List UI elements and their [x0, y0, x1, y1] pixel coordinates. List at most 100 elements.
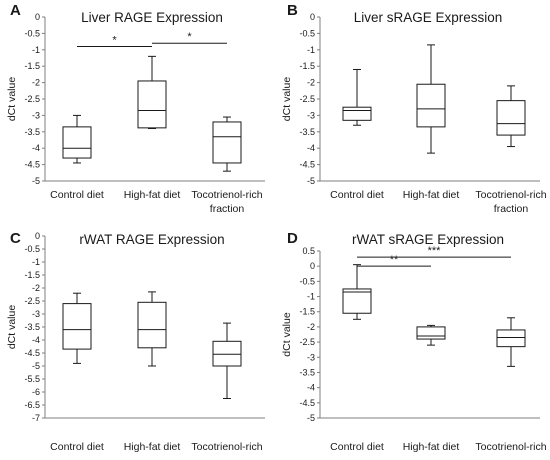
significance-marker: **: [390, 254, 399, 266]
y-tick-label: -1.5: [299, 61, 315, 71]
x-category-label: Control diet: [330, 441, 384, 453]
box-iqr: [342, 288, 372, 314]
panel-title: Liver sRAGE Expression: [354, 10, 503, 25]
y-tick-label: 0.5: [302, 246, 315, 256]
box-3: [212, 322, 242, 399]
y-tick-label: -2.5: [299, 94, 315, 104]
y-tick-label: -2.5: [24, 94, 40, 104]
box-iqr: [496, 100, 526, 136]
y-axis-label: dCt value: [6, 77, 18, 122]
y-tick-label: -2: [32, 283, 40, 293]
y-tick-label: -4: [32, 143, 40, 153]
significance-marker: ***: [428, 245, 442, 257]
y-tick-label: -7: [32, 413, 40, 423]
x-category-label: High-fat diet: [124, 441, 181, 453]
y-tick-label: -1.5: [24, 270, 40, 280]
box-iqr: [416, 83, 446, 128]
panel-letter: A: [10, 2, 21, 19]
box-iqr: [496, 329, 526, 348]
x-category-label: High-fat diet: [403, 441, 460, 453]
panel-title: rWAT RAGE Expression: [79, 232, 224, 247]
y-tick-label: -3: [32, 309, 40, 319]
box-1: [342, 264, 372, 320]
box-iqr: [212, 121, 242, 164]
panel-letter: C: [10, 230, 21, 247]
y-axis-label: dCt value: [281, 312, 293, 357]
y-tick-label: -4.5: [299, 160, 315, 170]
y-tick-label: -3.5: [24, 322, 40, 332]
box-3: [496, 317, 526, 367]
y-tick-label: -3.5: [24, 127, 40, 137]
y-tick-label: -5.5: [24, 374, 40, 384]
box-2: [416, 44, 446, 154]
y-tick-label: -2.5: [299, 337, 315, 347]
box-iqr: [62, 303, 92, 350]
box-iqr: [137, 80, 167, 129]
y-tick-label: -2.5: [24, 296, 40, 306]
box-1: [62, 292, 92, 364]
y-tick-label: -4: [307, 383, 315, 393]
y-tick-label: -3: [307, 352, 315, 362]
x-category-label: Control diet: [50, 189, 104, 201]
panel-letter: B: [287, 2, 298, 19]
y-tick-label: -5: [307, 413, 315, 423]
panel-b: B Liver sRAGE Expression dCt value 0 -0.5 -1 -…: [281, 2, 547, 215]
y-tick-label: -1.5: [299, 307, 315, 317]
x-category-label: High-fat diet: [403, 189, 460, 201]
box-iqr: [137, 301, 167, 349]
y-tick-label: -0.5: [24, 244, 40, 254]
y-tick-label: -1: [307, 45, 315, 55]
box-iqr: [342, 106, 372, 121]
y-tick-label: -4.5: [24, 348, 40, 358]
y-tick-label: -3.5: [299, 127, 315, 137]
x-category-label: High-fat diet: [124, 189, 181, 201]
box-3: [212, 116, 242, 172]
y-tick-label: -4: [32, 335, 40, 345]
panel-letter: D: [287, 230, 298, 247]
box-2: [416, 324, 446, 346]
box-3: [496, 85, 526, 148]
y-tick-label: -3: [307, 110, 315, 120]
y-tick-label: -3: [32, 110, 40, 120]
y-tick-label: -2: [307, 322, 315, 332]
y-tick-label: -0.5: [299, 276, 315, 286]
y-tick-label: 0: [35, 231, 40, 241]
x-category-label: Control diet: [330, 189, 384, 201]
box-2: [137, 291, 167, 367]
x-category-label: Control diet: [50, 441, 104, 453]
y-tick-label: -4.5: [24, 160, 40, 170]
y-axis-label: dCt value: [6, 305, 18, 350]
y-tick-label: -4.5: [299, 398, 315, 408]
panel-title: Liver RAGE Expression: [81, 10, 223, 25]
y-tick-label: -0.5: [299, 28, 315, 38]
box-iqr: [416, 326, 446, 340]
y-tick-label: -1: [307, 292, 315, 302]
y-tick-label: -5: [32, 361, 40, 371]
y-tick-label: -0.5: [24, 28, 40, 38]
y-tick-label: -1: [32, 257, 40, 267]
y-tick-label: -3.5: [299, 367, 315, 377]
y-tick-label: -1.5: [24, 61, 40, 71]
y-tick-label: -4: [307, 143, 315, 153]
y-tick-label: 0: [310, 261, 315, 271]
y-tick-label: 0: [35, 12, 40, 22]
y-tick-label: -5: [32, 176, 40, 186]
y-tick-label: -5: [307, 176, 315, 186]
significance-marker: *: [112, 35, 117, 47]
y-axis-label: dCt value: [281, 77, 293, 122]
box-2: [137, 55, 167, 130]
box-1: [62, 114, 92, 164]
panel-a: A Liver RAGE Expression dCt value 0 -0.5 -1 -1…: [6, 2, 265, 215]
y-tick-label: -6: [32, 387, 40, 397]
box-iqr: [62, 126, 92, 159]
box-1: [342, 68, 372, 126]
box-iqr: [212, 340, 242, 367]
